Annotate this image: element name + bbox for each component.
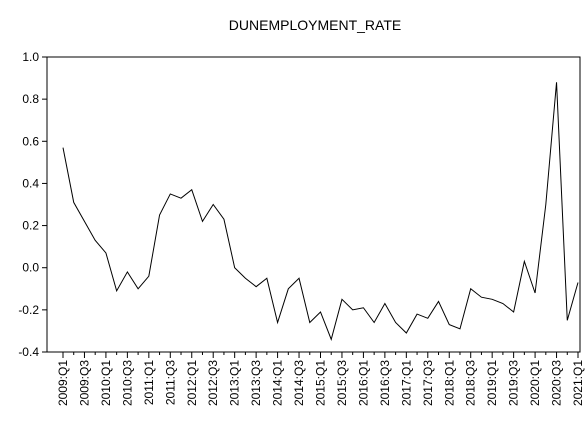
line — [62, 82, 579, 341]
x-tick-label: 2017:Q1 — [399, 360, 413, 406]
y-tick-label: 0.6 — [22, 134, 39, 148]
x-tick-label: 2014:Q3 — [292, 360, 306, 406]
x-tick-label: 2009:Q3 — [77, 360, 91, 406]
x-tick-label: 2015:Q1 — [314, 360, 328, 406]
chart-title: DUNEMPLOYMENT_RATE — [229, 17, 401, 33]
y-tick-label: 0.2 — [22, 219, 39, 233]
x-tick-label: 2018:Q1 — [442, 360, 456, 406]
x-tick-label: 2011:Q3 — [163, 360, 177, 405]
y-tick-label: 0.0 — [22, 261, 39, 275]
x-tick-label: 2013:Q3 — [249, 360, 263, 406]
x-tick-label: 2018:Q3 — [464, 360, 478, 406]
x-tick-label: 2020:Q3 — [550, 360, 564, 406]
x-tick-label: 2011:Q1 — [142, 360, 156, 405]
x-tick-label: 2009:Q1 — [56, 360, 70, 406]
plot-frame — [46, 56, 581, 353]
x-tick-label: 2019:Q3 — [507, 360, 521, 406]
x-tick-label: 2019:Q1 — [485, 360, 499, 406]
x-tick-label: 2014:Q1 — [271, 360, 285, 406]
x-tick-label: 2016:Q1 — [356, 360, 370, 406]
x-tick-label: 2015:Q3 — [335, 360, 349, 406]
y-tick-label: -0.2 — [18, 303, 39, 317]
y-tick-label: 0.8 — [22, 92, 39, 106]
x-tick-label: 2021:Q1 — [571, 360, 585, 406]
x-tick-label: 2013:Q1 — [228, 360, 242, 406]
x-tick-label: 2010:Q3 — [120, 360, 134, 406]
y-tick-label: -0.4 — [18, 345, 39, 359]
x-tick-label: 2012:Q3 — [206, 360, 220, 406]
y-tick-label: 1.0 — [22, 50, 39, 64]
x-tick-label: 2020:Q1 — [528, 360, 542, 406]
x-tick-label: 2017:Q3 — [421, 360, 435, 406]
y-tick-label: 0.4 — [22, 176, 39, 190]
x-tick-label: 2012:Q1 — [185, 360, 199, 406]
x-tick-label: 2010:Q1 — [99, 360, 113, 406]
x-tick-label: 2016:Q3 — [378, 360, 392, 406]
